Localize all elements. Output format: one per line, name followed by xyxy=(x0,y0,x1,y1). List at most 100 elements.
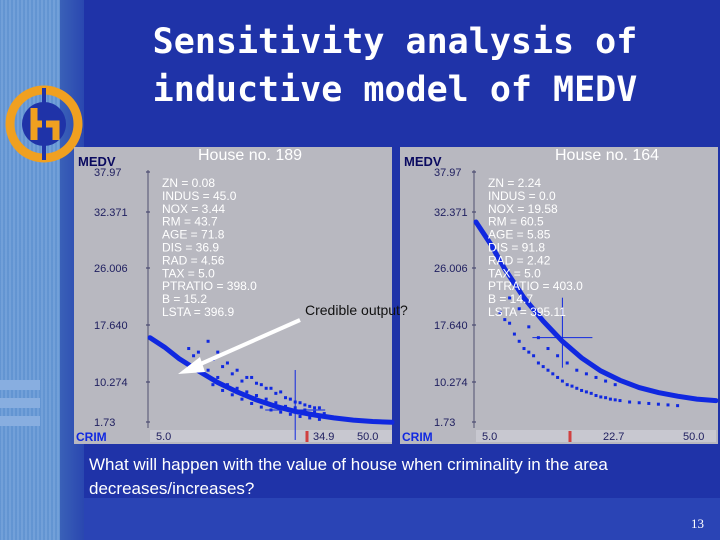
y-tick-label: 37.97 xyxy=(94,167,122,179)
data-point xyxy=(221,365,225,369)
parameter-label: RM = 43.7 xyxy=(162,215,218,229)
y-tick-label: 26.006 xyxy=(434,263,468,275)
data-point xyxy=(604,396,608,400)
x-axis-label: CRIM xyxy=(402,430,433,444)
data-point xyxy=(594,375,598,379)
parameter-label: AGE = 5.85 xyxy=(488,228,551,242)
data-point xyxy=(541,365,545,369)
parameter-label: DIS = 36.9 xyxy=(162,241,219,255)
x-axis-bar xyxy=(476,430,716,442)
data-point xyxy=(618,399,622,403)
data-point xyxy=(225,361,229,365)
data-point xyxy=(250,375,254,379)
page-number: 13 xyxy=(691,516,704,531)
data-point xyxy=(240,397,244,401)
parameter-label: INDUS = 45.0 xyxy=(162,189,237,203)
data-point xyxy=(536,361,540,365)
data-point xyxy=(522,347,526,351)
data-point xyxy=(250,401,254,405)
data-point xyxy=(216,350,220,354)
parameter-label: ZN = 2.24 xyxy=(488,176,541,190)
data-point xyxy=(245,390,249,394)
slide-title: Sensitivity analysis of inductive model … xyxy=(90,18,700,114)
data-point xyxy=(532,354,536,358)
data-point xyxy=(560,379,564,383)
data-point xyxy=(637,401,641,405)
data-point xyxy=(322,412,326,416)
data-point xyxy=(527,325,531,329)
data-point xyxy=(565,383,569,387)
x-tick-label: 50.0 xyxy=(357,431,378,443)
data-point xyxy=(288,397,292,401)
data-point xyxy=(604,379,608,383)
y-axis-label: MEDV xyxy=(404,154,442,169)
data-point xyxy=(512,332,516,336)
data-point xyxy=(613,383,617,387)
data-point xyxy=(206,368,210,372)
y-tick-label: 26.006 xyxy=(94,263,128,275)
x-tick-label: 22.7 xyxy=(603,431,624,443)
data-point xyxy=(313,406,317,410)
x-axis-bar xyxy=(150,430,392,442)
parameter-label: AGE = 71.8 xyxy=(162,228,225,242)
data-point xyxy=(584,372,588,376)
parameter-label: DIS = 91.8 xyxy=(488,241,545,255)
sidebar-block xyxy=(0,416,40,426)
data-point xyxy=(254,394,258,398)
data-point xyxy=(259,383,263,387)
data-point xyxy=(517,339,521,343)
data-point xyxy=(546,368,550,372)
parameter-label: RM = 60.5 xyxy=(488,215,544,229)
data-point xyxy=(508,296,512,300)
data-point xyxy=(196,350,200,354)
y-tick-label: 17.640 xyxy=(434,320,468,332)
data-point xyxy=(608,397,612,401)
data-point xyxy=(656,402,660,406)
parameter-label: B = 14.7 xyxy=(488,292,533,306)
chart-title-house-189: House no. 189 xyxy=(198,147,303,164)
y-tick-label: 10.274 xyxy=(434,377,468,389)
data-point xyxy=(284,396,288,400)
y-axis-label: MEDV xyxy=(78,154,116,169)
data-point xyxy=(221,388,225,392)
parameter-label: RAD = 4.56 xyxy=(162,253,225,267)
parameter-label: TAX = 5.0 xyxy=(488,266,541,280)
data-point xyxy=(279,410,283,414)
sidebar-block xyxy=(0,380,40,390)
data-point xyxy=(274,401,278,405)
data-point xyxy=(230,372,234,376)
y-tick-label: 1.73 xyxy=(94,417,115,429)
question-text: What will happen with the value of house… xyxy=(89,455,608,498)
data-point xyxy=(240,379,244,383)
data-point xyxy=(575,368,579,372)
data-point xyxy=(580,388,584,392)
data-point xyxy=(216,375,220,379)
data-point xyxy=(498,310,502,314)
data-point xyxy=(546,347,550,351)
data-point xyxy=(192,354,196,358)
data-point xyxy=(269,386,273,390)
data-point xyxy=(599,395,603,399)
data-point xyxy=(584,390,588,394)
y-tick-label: 32.371 xyxy=(434,207,468,219)
x-tick-label: 50.0 xyxy=(683,431,704,443)
chart-title-house-164: House no. 164 xyxy=(555,147,660,164)
data-point xyxy=(647,401,651,405)
data-point xyxy=(556,354,560,358)
data-point xyxy=(666,403,670,407)
data-point xyxy=(235,368,239,372)
bottom-bar xyxy=(84,498,720,540)
data-point xyxy=(308,416,312,420)
title-line-2: inductive model of MEDV xyxy=(152,70,638,110)
x-tick-label: 5.0 xyxy=(482,431,497,443)
data-point xyxy=(628,400,632,404)
data-point xyxy=(274,391,278,395)
y-tick-label: 32.371 xyxy=(94,207,128,219)
parameter-label: TAX = 5.0 xyxy=(162,266,215,280)
data-point xyxy=(264,386,268,390)
data-point xyxy=(676,404,680,408)
data-point xyxy=(288,412,292,416)
parameter-label: B = 15.2 xyxy=(162,292,207,306)
data-point xyxy=(589,391,593,395)
